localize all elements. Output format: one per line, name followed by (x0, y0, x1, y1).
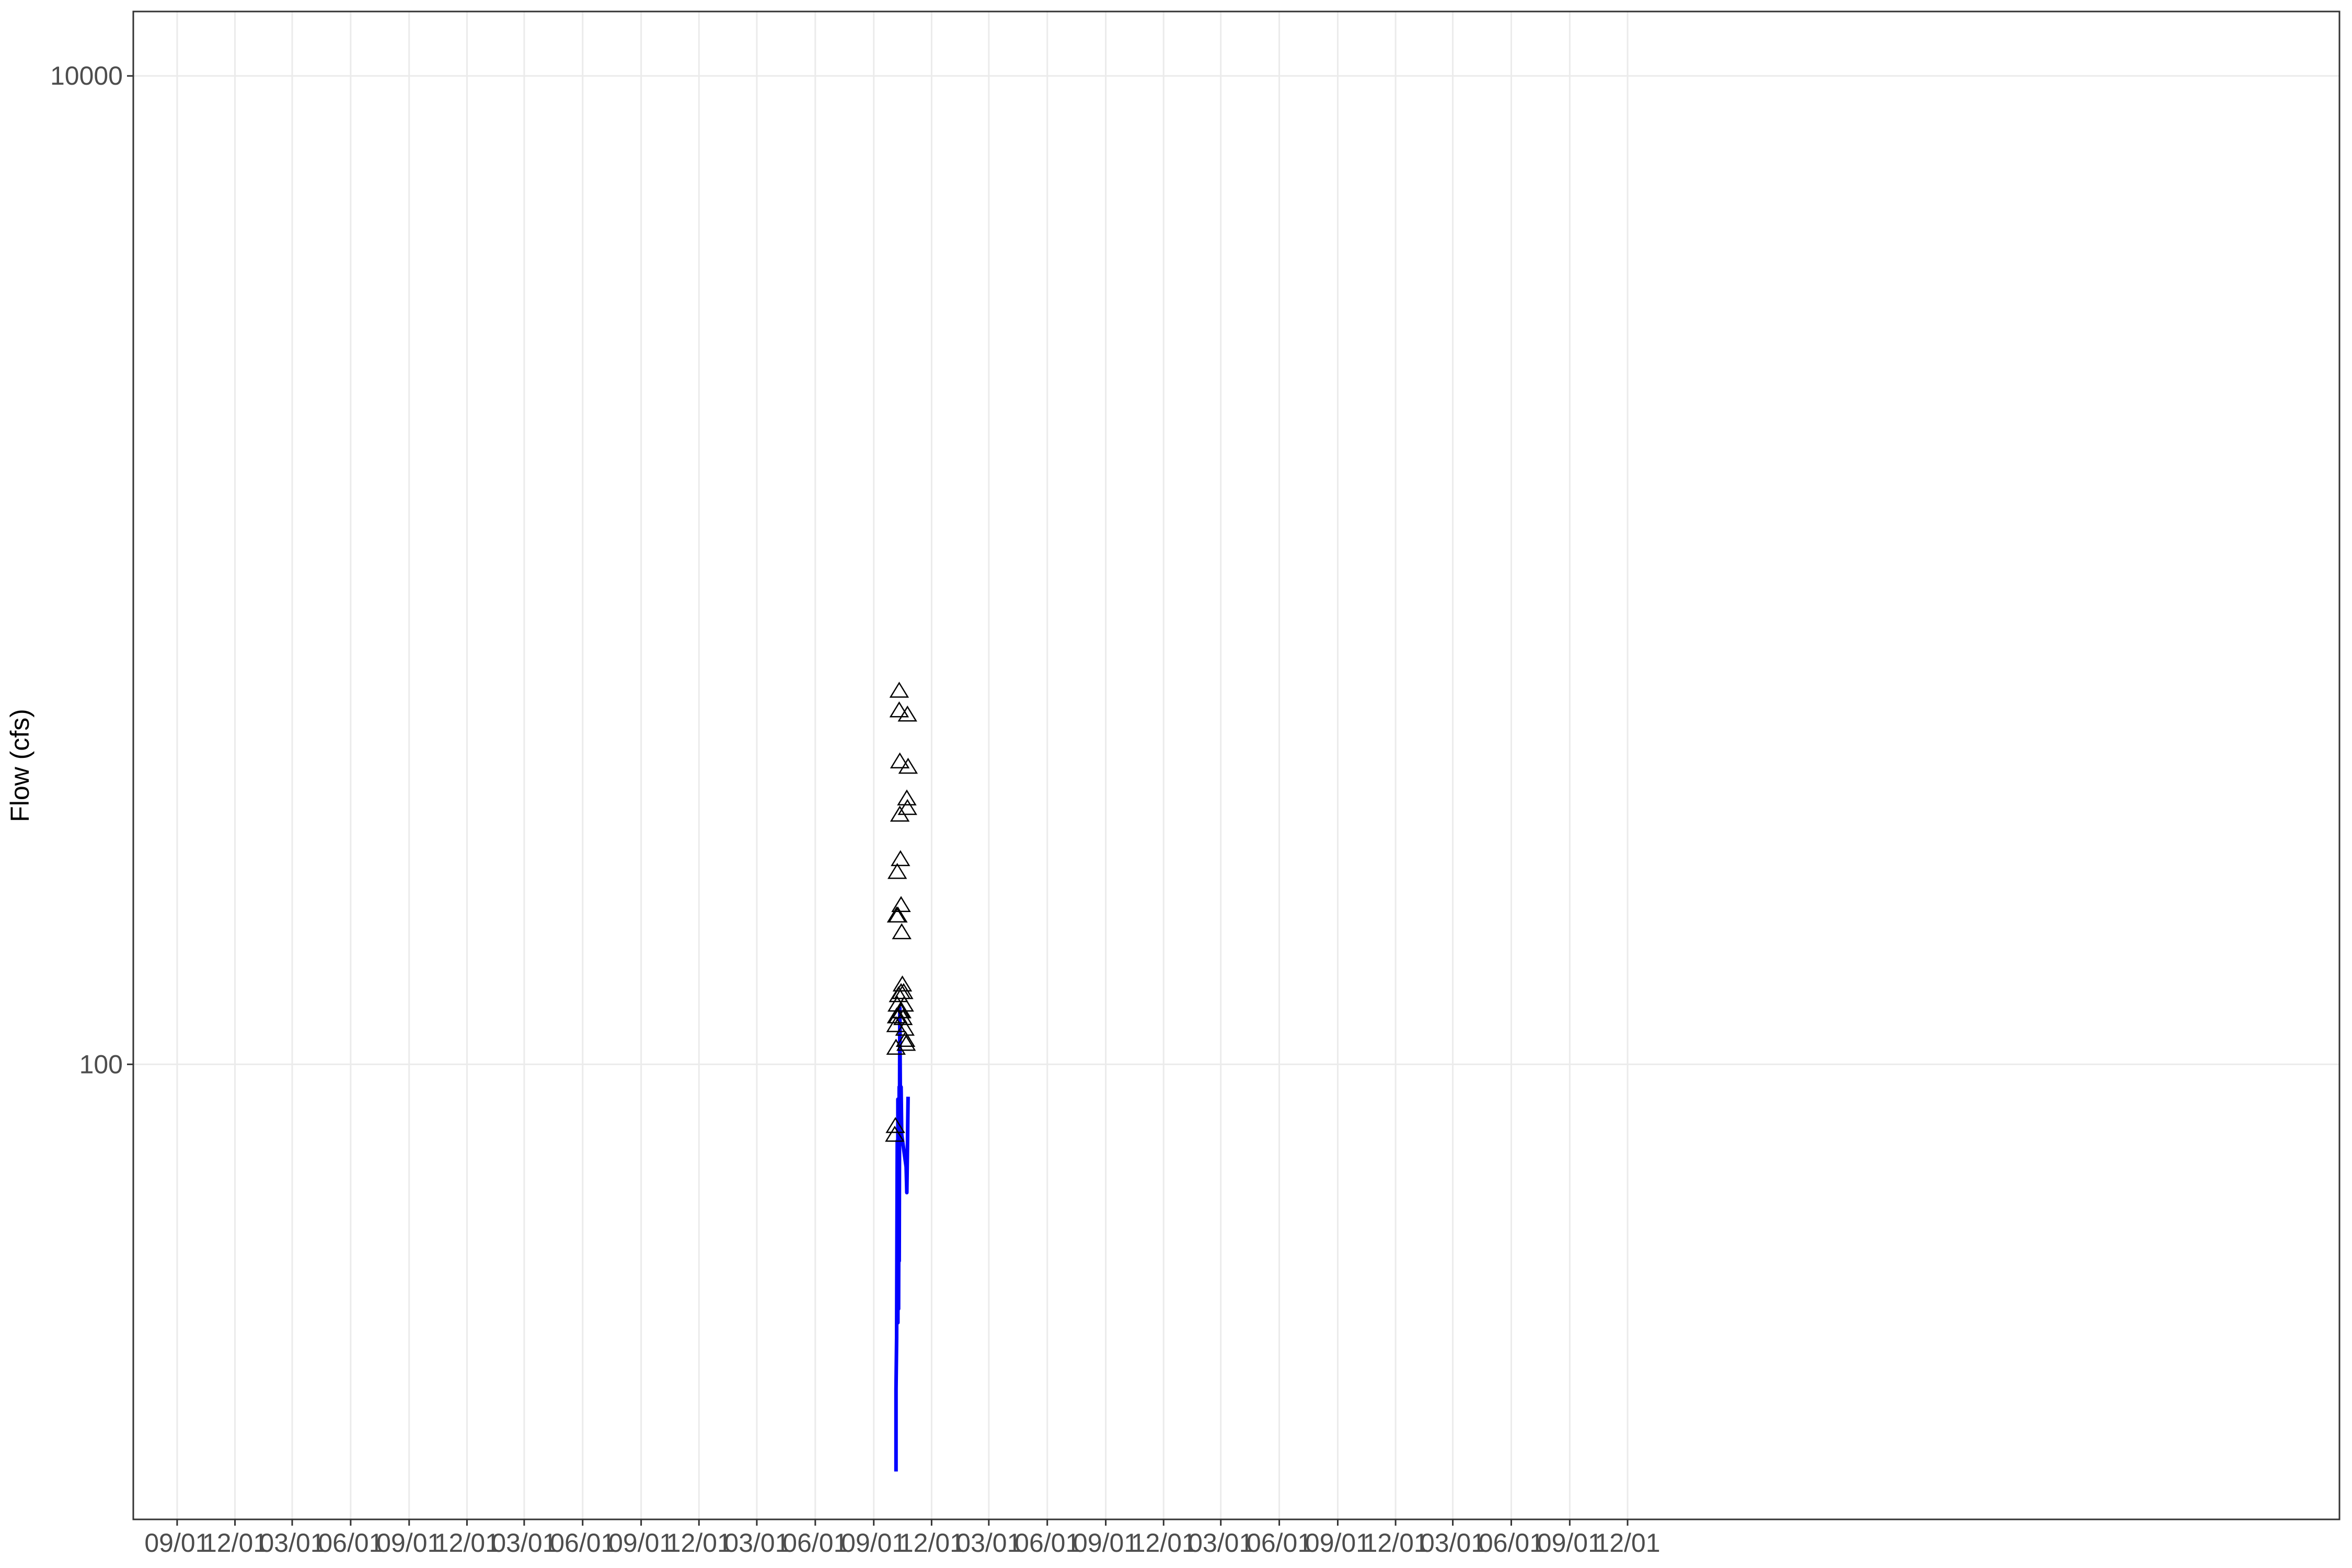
x-tick-label: 09/01 (376, 1528, 442, 1558)
triangle-point (891, 896, 911, 912)
grid-layer (133, 11, 2339, 1519)
x-tick-label: 12/01 (434, 1528, 500, 1558)
triangle-point (897, 789, 917, 806)
triangle-point (897, 705, 917, 722)
triangle-point (889, 682, 909, 698)
x-tick-label: 06/01 (1014, 1528, 1080, 1558)
x-tick-label: 03/01 (259, 1528, 325, 1558)
x-tick-label: 03/01 (1188, 1528, 1253, 1558)
x-tick-label: 03/01 (1420, 1528, 1485, 1558)
triangle-point (892, 923, 912, 939)
triangle-point (898, 757, 918, 774)
x-tick-label: 09/01 (144, 1528, 210, 1558)
triangle-point (895, 1031, 916, 1047)
x-tick-label: 09/01 (1305, 1528, 1370, 1558)
triangle-point (889, 701, 909, 718)
triangle-point (888, 906, 908, 923)
triangle-point (897, 799, 917, 815)
triangle-point (896, 1034, 916, 1051)
x-tick-label: 03/01 (724, 1528, 789, 1558)
x-tick-label: 12/01 (666, 1528, 732, 1558)
y-tick-label: 100 (79, 1050, 123, 1079)
x-tick-label: 09/01 (608, 1528, 674, 1558)
x-tick-label: 12/01 (202, 1528, 268, 1558)
x-tick-label: 03/01 (491, 1528, 557, 1558)
x-tick-label: 12/01 (1595, 1528, 1660, 1558)
x-tick-label: 03/01 (956, 1528, 1021, 1558)
flow-line-series (894, 1006, 910, 1472)
triangle-point (895, 1020, 915, 1036)
data-layer (885, 682, 918, 1472)
x-tick-label: 06/01 (318, 1528, 383, 1558)
x-tick-label: 12/01 (1131, 1528, 1196, 1558)
y-tick-label: 10000 (50, 61, 123, 90)
triangle-point (885, 1117, 905, 1133)
y-axis-title: Flow (cfs) (5, 709, 34, 822)
triangle-point (894, 995, 914, 1012)
triangle-point (891, 850, 910, 867)
x-tick-label: 09/01 (1073, 1528, 1138, 1558)
triangle-point (892, 975, 913, 991)
x-tick-label: 06/01 (1247, 1528, 1312, 1558)
x-tick-label: 12/01 (1363, 1528, 1428, 1558)
x-tick-label: 06/01 (550, 1528, 615, 1558)
axis-layer: 1001000009/0112/0103/0106/0109/0112/0103… (50, 61, 1661, 1558)
triangle-point (887, 863, 907, 879)
triangle-point (885, 1125, 905, 1142)
x-tick-label: 09/01 (841, 1528, 906, 1558)
triangle-point (890, 752, 910, 769)
x-tick-label: 09/01 (1537, 1528, 1602, 1558)
x-tick-label: 06/01 (1479, 1528, 1544, 1558)
triangle-point (886, 1039, 906, 1055)
x-tick-label: 06/01 (782, 1528, 848, 1558)
x-tick-label: 12/01 (899, 1528, 964, 1558)
panel-border (132, 10, 2341, 1520)
